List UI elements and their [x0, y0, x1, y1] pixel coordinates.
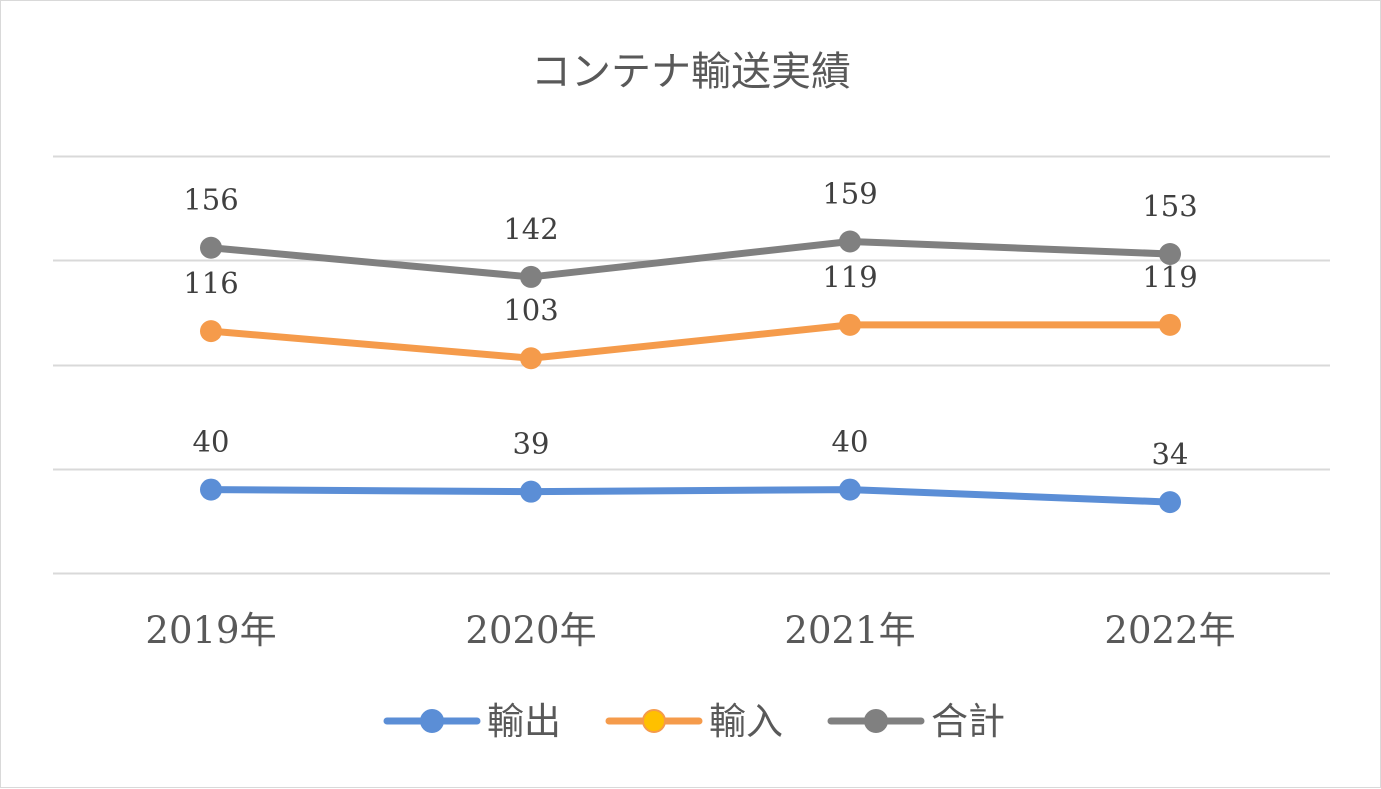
legend-item-1: 輸入: [605, 700, 783, 743]
data-point: [1159, 242, 1181, 265]
data-point: [839, 478, 861, 501]
legend-marker: [420, 709, 444, 733]
data-label: 142: [503, 212, 558, 246]
data-label: 34: [1152, 437, 1189, 471]
data-label: 119: [1142, 260, 1197, 294]
data-point: [200, 236, 222, 259]
series-lines: [200, 230, 1181, 514]
series-line-0: [207, 486, 1174, 506]
x-tick-label: 2022年: [1104, 609, 1235, 652]
series-line-2: [207, 237, 1174, 281]
series-line-1: [207, 321, 1174, 362]
legend-item-2: 合計: [827, 700, 1005, 743]
data-label: 119: [822, 260, 877, 294]
data-point: [200, 320, 222, 343]
x-tick-label: 2021年: [784, 609, 915, 652]
data-label: 40: [832, 425, 869, 459]
data-label: 153: [1142, 189, 1197, 223]
legend-label: 合計: [931, 700, 1005, 743]
data-label: 40: [193, 425, 230, 459]
data-labels: 40 39 40 34 116 103 119 119 156 142 159 153: [183, 176, 1197, 471]
data-point: [839, 230, 861, 253]
legend-item-0: 輸出: [383, 700, 561, 743]
legend-marker: [642, 709, 666, 733]
data-point: [839, 313, 861, 336]
x-tick-label: 2020年: [465, 609, 596, 652]
gridlines: [53, 155, 1330, 575]
x-tick-label: 2019年: [145, 609, 276, 652]
legend-label: 輸入: [709, 700, 783, 743]
legend-label: 輸出: [487, 700, 561, 743]
data-label: 103: [503, 293, 558, 327]
data-point: [1159, 313, 1181, 336]
data-label: 156: [183, 183, 238, 217]
legend: 輸出 輸入 合計: [383, 700, 1005, 743]
data-label: 159: [822, 176, 877, 210]
data-point: [200, 478, 222, 501]
data-point: [1159, 491, 1181, 514]
data-label: 116: [183, 266, 238, 300]
chart-title: コンテナ輸送実績: [531, 49, 851, 95]
data-point: [520, 480, 542, 503]
data-label: 39: [513, 427, 550, 461]
data-point: [520, 347, 542, 370]
legend-marker: [864, 709, 888, 733]
data-point: [520, 265, 542, 288]
x-axis-ticks: 2019年 2020年 2021年 2022年: [145, 609, 1235, 652]
